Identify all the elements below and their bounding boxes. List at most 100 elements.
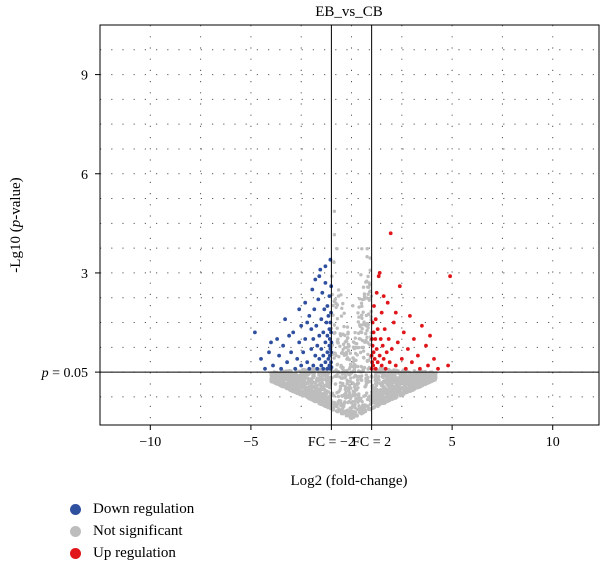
- ns-point: [360, 400, 364, 404]
- down-point: [323, 281, 328, 285]
- down-point: [277, 353, 281, 358]
- ns-point: [352, 385, 357, 389]
- ns-point: [361, 355, 366, 360]
- up-point: [403, 366, 408, 371]
- ns-point: [305, 382, 310, 386]
- ns-point: [284, 377, 289, 382]
- ns-point: [321, 377, 326, 381]
- ns-point: [410, 382, 415, 386]
- ns-point: [368, 282, 372, 287]
- ns-point: [351, 389, 355, 393]
- up-point: [393, 363, 398, 368]
- ns-point: [347, 399, 351, 404]
- ns-point: [361, 285, 366, 289]
- down-point: [293, 366, 298, 371]
- ns-point: [359, 364, 363, 369]
- ns-point: [368, 256, 372, 260]
- ns-point: [322, 402, 326, 407]
- ns-point: [346, 332, 350, 336]
- down-point: [315, 366, 320, 371]
- ns-point: [285, 372, 289, 376]
- y-label-prefix: -Lg10 (: [8, 227, 24, 272]
- ns-point: [394, 376, 399, 380]
- down-point: [327, 294, 332, 298]
- ns-point: [416, 381, 420, 385]
- down-point: [323, 264, 328, 269]
- ns-point: [433, 375, 437, 379]
- ns-point: [278, 372, 282, 376]
- ns-point: [334, 402, 338, 407]
- ns-point: [310, 398, 314, 402]
- ns-point: [365, 328, 369, 333]
- ns-point: [364, 408, 368, 412]
- ns-point: [332, 233, 337, 237]
- down-point: [327, 353, 332, 358]
- ns-point: [368, 268, 372, 272]
- ns-point: [356, 311, 360, 315]
- ns-point: [338, 384, 343, 389]
- ns-point: [335, 317, 340, 321]
- ns-point: [418, 383, 422, 388]
- ns-point: [348, 406, 352, 410]
- ns-point: [269, 379, 273, 383]
- ns-point: [352, 347, 356, 351]
- down-point: [319, 347, 324, 351]
- ns-point: [360, 316, 364, 320]
- legend-label-up: Up regulation: [93, 544, 176, 561]
- ns-point: [353, 406, 357, 410]
- ns-point: [305, 373, 310, 377]
- ns-point: [332, 209, 337, 213]
- down-point: [263, 366, 267, 371]
- up-point: [374, 290, 379, 295]
- ns-point: [348, 362, 353, 366]
- x-tick-label: −5: [243, 435, 258, 450]
- ns-point: [411, 386, 416, 390]
- up-point: [373, 366, 378, 371]
- up-point: [382, 327, 387, 331]
- down-point: [275, 337, 279, 341]
- legend-dot-ns: [70, 525, 81, 537]
- ns-point: [382, 401, 386, 405]
- ns-point: [340, 376, 345, 380]
- ns-point: [381, 380, 385, 385]
- ns-point: [357, 398, 362, 402]
- ns-point: [275, 382, 279, 386]
- ns-point: [351, 403, 355, 407]
- p-label-italic: p: [41, 366, 49, 381]
- ns-point: [360, 247, 364, 251]
- ns-point: [312, 384, 317, 389]
- up-point: [436, 366, 440, 371]
- ns-point: [312, 399, 317, 404]
- down-point: [318, 267, 323, 272]
- ns-point: [357, 345, 361, 350]
- ns-point: [368, 289, 372, 293]
- plot-frame: [99, 24, 600, 426]
- ns-point: [337, 390, 341, 394]
- fc-left-label: FC = −2: [308, 435, 355, 450]
- down-point: [319, 363, 324, 368]
- ns-point: [296, 381, 300, 385]
- ns-point: [364, 373, 368, 377]
- ns-point: [428, 380, 432, 384]
- ns-point: [350, 415, 354, 419]
- up-point: [412, 337, 416, 341]
- up-point: [370, 360, 375, 365]
- x-tick-label: −10: [139, 435, 161, 450]
- up-point: [371, 350, 376, 355]
- ns-point: [317, 372, 321, 376]
- legend-item-down: Down regulation: [70, 498, 194, 520]
- ns-point: [300, 379, 305, 384]
- ns-point: [318, 402, 322, 406]
- down-point: [309, 327, 314, 331]
- ns-point: [404, 373, 408, 377]
- ns-point: [344, 374, 348, 378]
- up-point: [373, 337, 378, 341]
- up-point: [388, 231, 393, 236]
- ns-point: [336, 394, 341, 399]
- ns-point: [342, 402, 346, 407]
- ns-point: [285, 375, 289, 379]
- down-point: [323, 360, 328, 365]
- ns-point: [433, 378, 437, 382]
- ns-point: [343, 333, 347, 338]
- ns-point: [352, 363, 356, 367]
